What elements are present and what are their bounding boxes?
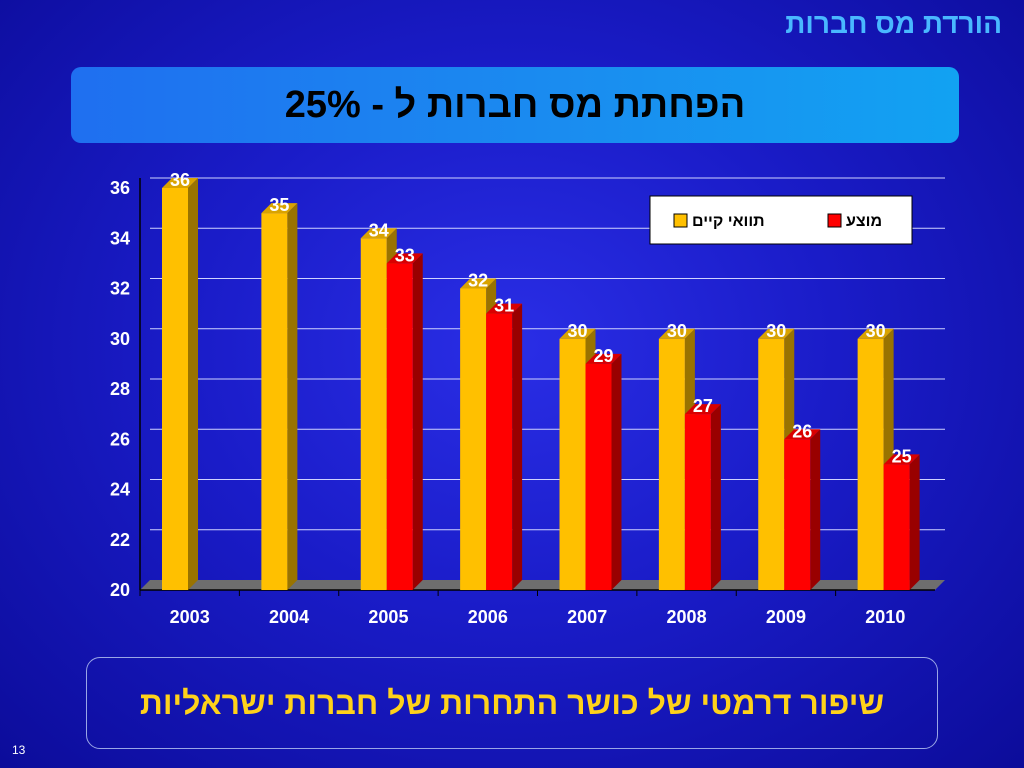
bar-top: [486, 303, 523, 314]
title-bar: הפחתת מס חברות ל - 25%: [71, 67, 959, 143]
y-tick-label: 34: [110, 228, 130, 248]
bar: [559, 338, 586, 590]
x-tick-label: 2008: [667, 607, 707, 627]
x-tick-label: 2007: [567, 607, 607, 627]
y-tick-label: 22: [110, 530, 130, 550]
bar-top: [360, 228, 397, 239]
summary-text: שיפור דרמטי של כושר התחרות של חברות ישרא…: [139, 684, 885, 721]
data-label: 30: [766, 321, 786, 341]
bar: [460, 288, 487, 590]
legend-box: [649, 195, 913, 245]
bar-top: [585, 353, 622, 364]
bar-side: [188, 178, 198, 590]
bar-top: [386, 253, 423, 264]
bar-top: [658, 328, 695, 339]
data-label: 30: [866, 321, 886, 341]
y-tick-label: 28: [110, 379, 130, 399]
x-tick-label: 2003: [170, 607, 210, 627]
y-tick-label: 24: [110, 480, 130, 500]
bar-top: [460, 278, 497, 289]
corner-title: הורדת מס חברות: [785, 8, 1002, 39]
x-tick-label: 2004: [269, 607, 309, 627]
bar-side: [412, 253, 423, 590]
bar-top: [857, 328, 894, 339]
y-tick-label: 30: [110, 329, 130, 349]
legend-label: מוצע: [846, 213, 882, 230]
slide-title: הפחתת מס חברות ל - 25%: [284, 83, 746, 126]
bar: [758, 338, 785, 590]
data-label: 31: [494, 296, 514, 316]
legend-swatch: [673, 213, 688, 228]
bar-side: [909, 454, 920, 590]
bar-top: [162, 178, 198, 188]
bar-side: [810, 429, 821, 590]
bar-top: [261, 203, 298, 214]
bar-chart: 20 22 24 26 28 30 32 34 36 2003 36 2004 35 2005 34 33 20…: [110, 170, 945, 627]
bar-side: [287, 203, 298, 590]
bar-top: [784, 429, 821, 440]
data-label: 33: [395, 245, 415, 265]
bar: [857, 338, 884, 590]
bar-top: [559, 328, 596, 339]
data-label: 30: [567, 321, 587, 341]
y-tick-label: 26: [110, 429, 130, 449]
data-label: 27: [693, 396, 713, 416]
page-number: 13: [12, 743, 26, 757]
data-label: 25: [892, 446, 912, 466]
data-label: 36: [170, 170, 190, 190]
x-tick-label: 2009: [766, 607, 806, 627]
legend-swatch: [827, 213, 842, 228]
bar: [486, 313, 513, 590]
bar-top: [883, 454, 920, 465]
summary-box: שיפור דרמטי של כושר התחרות של חברות ישרא…: [86, 657, 938, 749]
bar: [585, 363, 612, 590]
x-tick-label: 2005: [368, 607, 408, 627]
bar: [360, 238, 387, 590]
bar: [883, 464, 910, 590]
bar-top: [758, 328, 795, 339]
data-label: 30: [667, 321, 687, 341]
bar: [386, 263, 413, 590]
bar: [784, 439, 811, 590]
chart-floor: [140, 580, 945, 590]
bar-side: [512, 303, 523, 590]
y-tick-label: 36: [110, 178, 130, 198]
y-tick-label: 20: [110, 580, 130, 600]
bar-side: [710, 404, 721, 590]
legend-label: תוואי קיים: [692, 213, 765, 230]
data-label: 26: [792, 421, 812, 441]
x-tick-label: 2006: [468, 607, 508, 627]
x-tick-label: 2010: [865, 607, 905, 627]
data-label: 29: [593, 346, 613, 366]
bar: [261, 213, 288, 590]
bar-side: [611, 353, 622, 590]
bar: [162, 188, 188, 590]
bar-top: [684, 404, 721, 415]
data-label: 34: [369, 220, 389, 240]
data-label: 35: [269, 195, 289, 215]
data-label: 32: [468, 271, 488, 291]
bar: [658, 338, 685, 590]
bar: [684, 414, 711, 590]
y-tick-label: 32: [110, 279, 130, 299]
